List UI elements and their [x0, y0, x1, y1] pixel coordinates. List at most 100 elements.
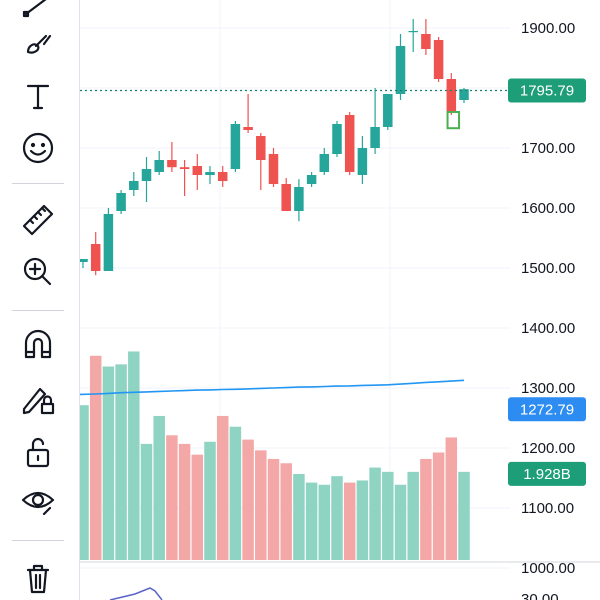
price-tick-label: 1100.00 — [521, 500, 574, 517]
trend-line-icon — [22, 0, 47, 18]
candle-body — [433, 40, 444, 79]
candle-body — [141, 169, 152, 181]
price-tick-label: 1900.00 — [521, 20, 575, 37]
candle-body — [294, 187, 304, 211]
volume-bar — [331, 476, 343, 560]
unlock-icon — [26, 437, 50, 468]
ma-value-badge-bg — [508, 397, 586, 422]
volume-bar — [191, 454, 204, 560]
volume-bar — [420, 458, 432, 560]
volume-bar — [343, 482, 356, 560]
visibility-tool[interactable] — [14, 480, 62, 524]
price-tick-label: 1500.00 — [521, 260, 575, 277]
volume-bar — [305, 482, 318, 560]
volume-bar — [356, 480, 369, 560]
trash-icon — [26, 564, 50, 594]
volume-bar — [178, 443, 191, 560]
candle-body — [205, 172, 215, 175]
ruler-tool[interactable] — [14, 198, 62, 242]
volume-bar — [445, 437, 458, 560]
volume-bars — [80, 351, 470, 560]
candle-body — [357, 148, 368, 175]
candle-body — [459, 89, 469, 100]
volume-bar — [80, 405, 89, 560]
candle-body — [179, 167, 190, 169]
candle-body — [154, 160, 164, 172]
lock-drawing-icon — [22, 387, 55, 415]
volume-bar — [432, 452, 445, 560]
volume-bar — [318, 484, 331, 560]
candle-body — [306, 175, 317, 184]
volume-bar — [382, 471, 394, 560]
eye-icon — [21, 491, 55, 516]
moving-average-line — [80, 379, 465, 396]
brush-tool[interactable] — [14, 22, 62, 66]
candle-body — [243, 127, 253, 130]
price-axis[interactable]: 1900.001800.001700.001600.001500.001400.… — [521, 20, 575, 600]
zoom-tool[interactable] — [14, 250, 62, 294]
candle-body — [395, 46, 406, 94]
current-price-badge-bg — [508, 78, 586, 103]
volume-bar — [229, 426, 242, 560]
volume-bar — [204, 441, 216, 560]
volume-bar — [153, 415, 165, 560]
volume-bar — [216, 415, 229, 560]
unlock-tool[interactable] — [14, 430, 62, 474]
volume-bar — [267, 458, 280, 560]
volume-bar — [293, 474, 305, 560]
candle-body — [256, 136, 266, 160]
lock-drawing-tool[interactable] — [14, 377, 62, 421]
volume-bar — [242, 439, 254, 560]
ruler-icon — [22, 204, 54, 236]
candle-body — [268, 154, 279, 184]
text-tool[interactable] — [14, 74, 62, 118]
lower-pane-tick-label: 30.00 — [521, 591, 559, 600]
candle-body — [370, 127, 380, 148]
volume-bar — [255, 450, 267, 560]
price-tick-label: 1200.00 — [521, 440, 575, 457]
emoji-tool[interactable] — [14, 126, 62, 170]
candle-body — [344, 115, 355, 172]
volume-bar — [140, 443, 153, 560]
price-tick-label: 1000.00 — [521, 560, 575, 577]
candle-body — [167, 160, 177, 168]
volume-bar — [115, 364, 127, 560]
drawing-toolbar — [0, 0, 80, 600]
volume-bar — [166, 435, 178, 560]
candle-body — [129, 181, 139, 190]
delete-tool[interactable] — [14, 556, 62, 600]
volume-bar — [369, 467, 381, 560]
volume-bar — [128, 351, 140, 560]
trend-line-tool[interactable] — [14, 0, 62, 24]
price-tick-label: 1600.00 — [521, 200, 575, 217]
candle-body — [90, 244, 101, 271]
volume-bar — [394, 484, 407, 560]
candle-body — [103, 214, 114, 271]
brush-icon — [26, 34, 52, 54]
magnet-icon — [24, 329, 52, 359]
volume-value-badge: 1.928B — [523, 466, 571, 483]
candle-body — [217, 172, 228, 181]
candle-body — [230, 124, 241, 169]
candle-body — [383, 94, 393, 127]
candlesticks — [80, 19, 469, 276]
candle-body — [421, 34, 431, 49]
volume-bar — [458, 471, 470, 560]
price-tick-label: 1300.00 — [521, 380, 575, 397]
moving-average — [80, 379, 465, 396]
volume-bar — [280, 463, 292, 560]
candle-body — [332, 124, 342, 154]
text-icon — [26, 84, 50, 110]
magnet-tool[interactable] — [14, 323, 62, 367]
price-chart[interactable]: 1900.001800.001700.001600.001500.001400.… — [80, 0, 600, 600]
volume-bar — [407, 471, 419, 560]
candle-body — [192, 166, 203, 175]
axis-badges: 1795.79 1272.79 1.928B — [508, 78, 586, 486]
volume-value-badge-bg — [508, 461, 586, 486]
current-price-badge: 1795.79 — [520, 83, 574, 100]
zoom-in-icon — [23, 257, 52, 286]
toolbar-divider — [12, 540, 64, 541]
candle-body — [319, 154, 330, 172]
overlays — [80, 89, 510, 600]
candle-body — [116, 193, 126, 211]
